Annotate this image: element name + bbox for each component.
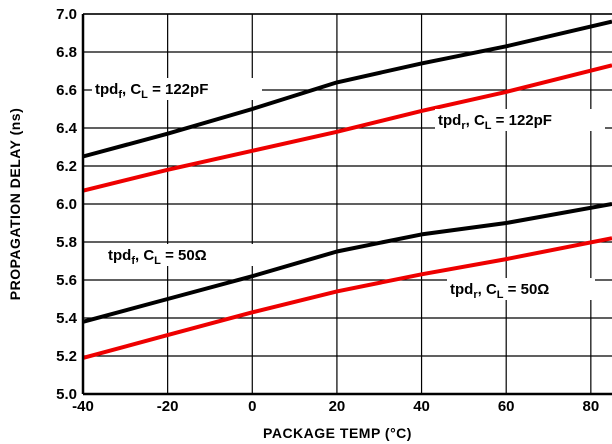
label-part: , C <box>135 247 154 264</box>
label-part: = 122pF <box>492 112 552 129</box>
y-tick-label: 5.0 <box>56 386 77 403</box>
series-lines <box>82 19 612 360</box>
series-label-4: tpdr, CL = 50Ω <box>450 281 549 301</box>
label-subscript: L <box>154 255 161 267</box>
label-part: = 50Ω <box>161 247 207 264</box>
y-tick-label: 5.6 <box>56 272 77 289</box>
series-label-3: tpdf, CL = 50Ω <box>108 247 207 267</box>
y-tick-label: 7.0 <box>56 6 77 23</box>
series-line-1 <box>82 19 612 159</box>
series-label-bg <box>105 244 253 266</box>
series-line-2 <box>82 63 612 193</box>
label-part: tpd <box>108 247 131 264</box>
y-tick-label: 5.2 <box>56 348 77 365</box>
series-label-bg <box>92 78 262 100</box>
label-subscript: f <box>131 255 135 267</box>
series-label-2: tpdr, CL = 122pF <box>438 112 552 132</box>
y-axis-label: PROPAGATION DELAY (ns) <box>7 108 23 301</box>
series-line-4 <box>82 236 612 360</box>
y-tick-label: 6.8 <box>56 44 77 61</box>
axes <box>81 13 612 396</box>
label-part: = 50Ω <box>504 281 550 298</box>
y-tick-label: 5.4 <box>56 310 78 327</box>
label-subscript: L <box>485 120 492 132</box>
y-tick-label: 6.4 <box>56 120 78 137</box>
series-label-bg <box>447 278 595 300</box>
label-part: = 122pF <box>148 81 208 98</box>
label-subscript: L <box>141 89 148 101</box>
x-tick-label: 0 <box>248 398 256 415</box>
x-tick-label: 20 <box>329 398 346 415</box>
x-tick-label: 60 <box>498 398 515 415</box>
series-label-1: tpdf, CL = 122pF <box>95 81 208 101</box>
x-tick-label: 40 <box>413 398 430 415</box>
y-tick-label: 6.0 <box>56 196 77 213</box>
label-part: , C <box>478 281 497 298</box>
label-part: , C <box>122 81 141 98</box>
x-tick-label: 80 <box>582 398 599 415</box>
label-subscript: r <box>461 120 466 132</box>
label-part: tpd <box>95 81 118 98</box>
x-tick-label: -40 <box>72 398 94 415</box>
y-tick-label: 6.2 <box>56 158 77 175</box>
tick-labels: 5.0 5.2 5.4 5.6 5.8 6.0 6.2 6.4 6.6 6.8 7.0 -40 -20 0… <box>56 6 599 415</box>
label-subscript: L <box>497 289 504 301</box>
label-subscript: r <box>473 289 478 301</box>
y-tick-label: 5.8 <box>56 234 77 251</box>
series-label-bg <box>435 109 605 131</box>
label-subscript: f <box>118 89 122 101</box>
x-tick-label: -20 <box>157 398 179 415</box>
x-axis-label: PACKAGE TEMP (°C) <box>263 425 412 441</box>
label-part: tpd <box>438 112 461 129</box>
label-part: , C <box>466 112 485 129</box>
label-part: tpd <box>450 281 473 298</box>
y-tick-label: 6.6 <box>56 82 77 99</box>
series-line-3 <box>82 202 612 324</box>
